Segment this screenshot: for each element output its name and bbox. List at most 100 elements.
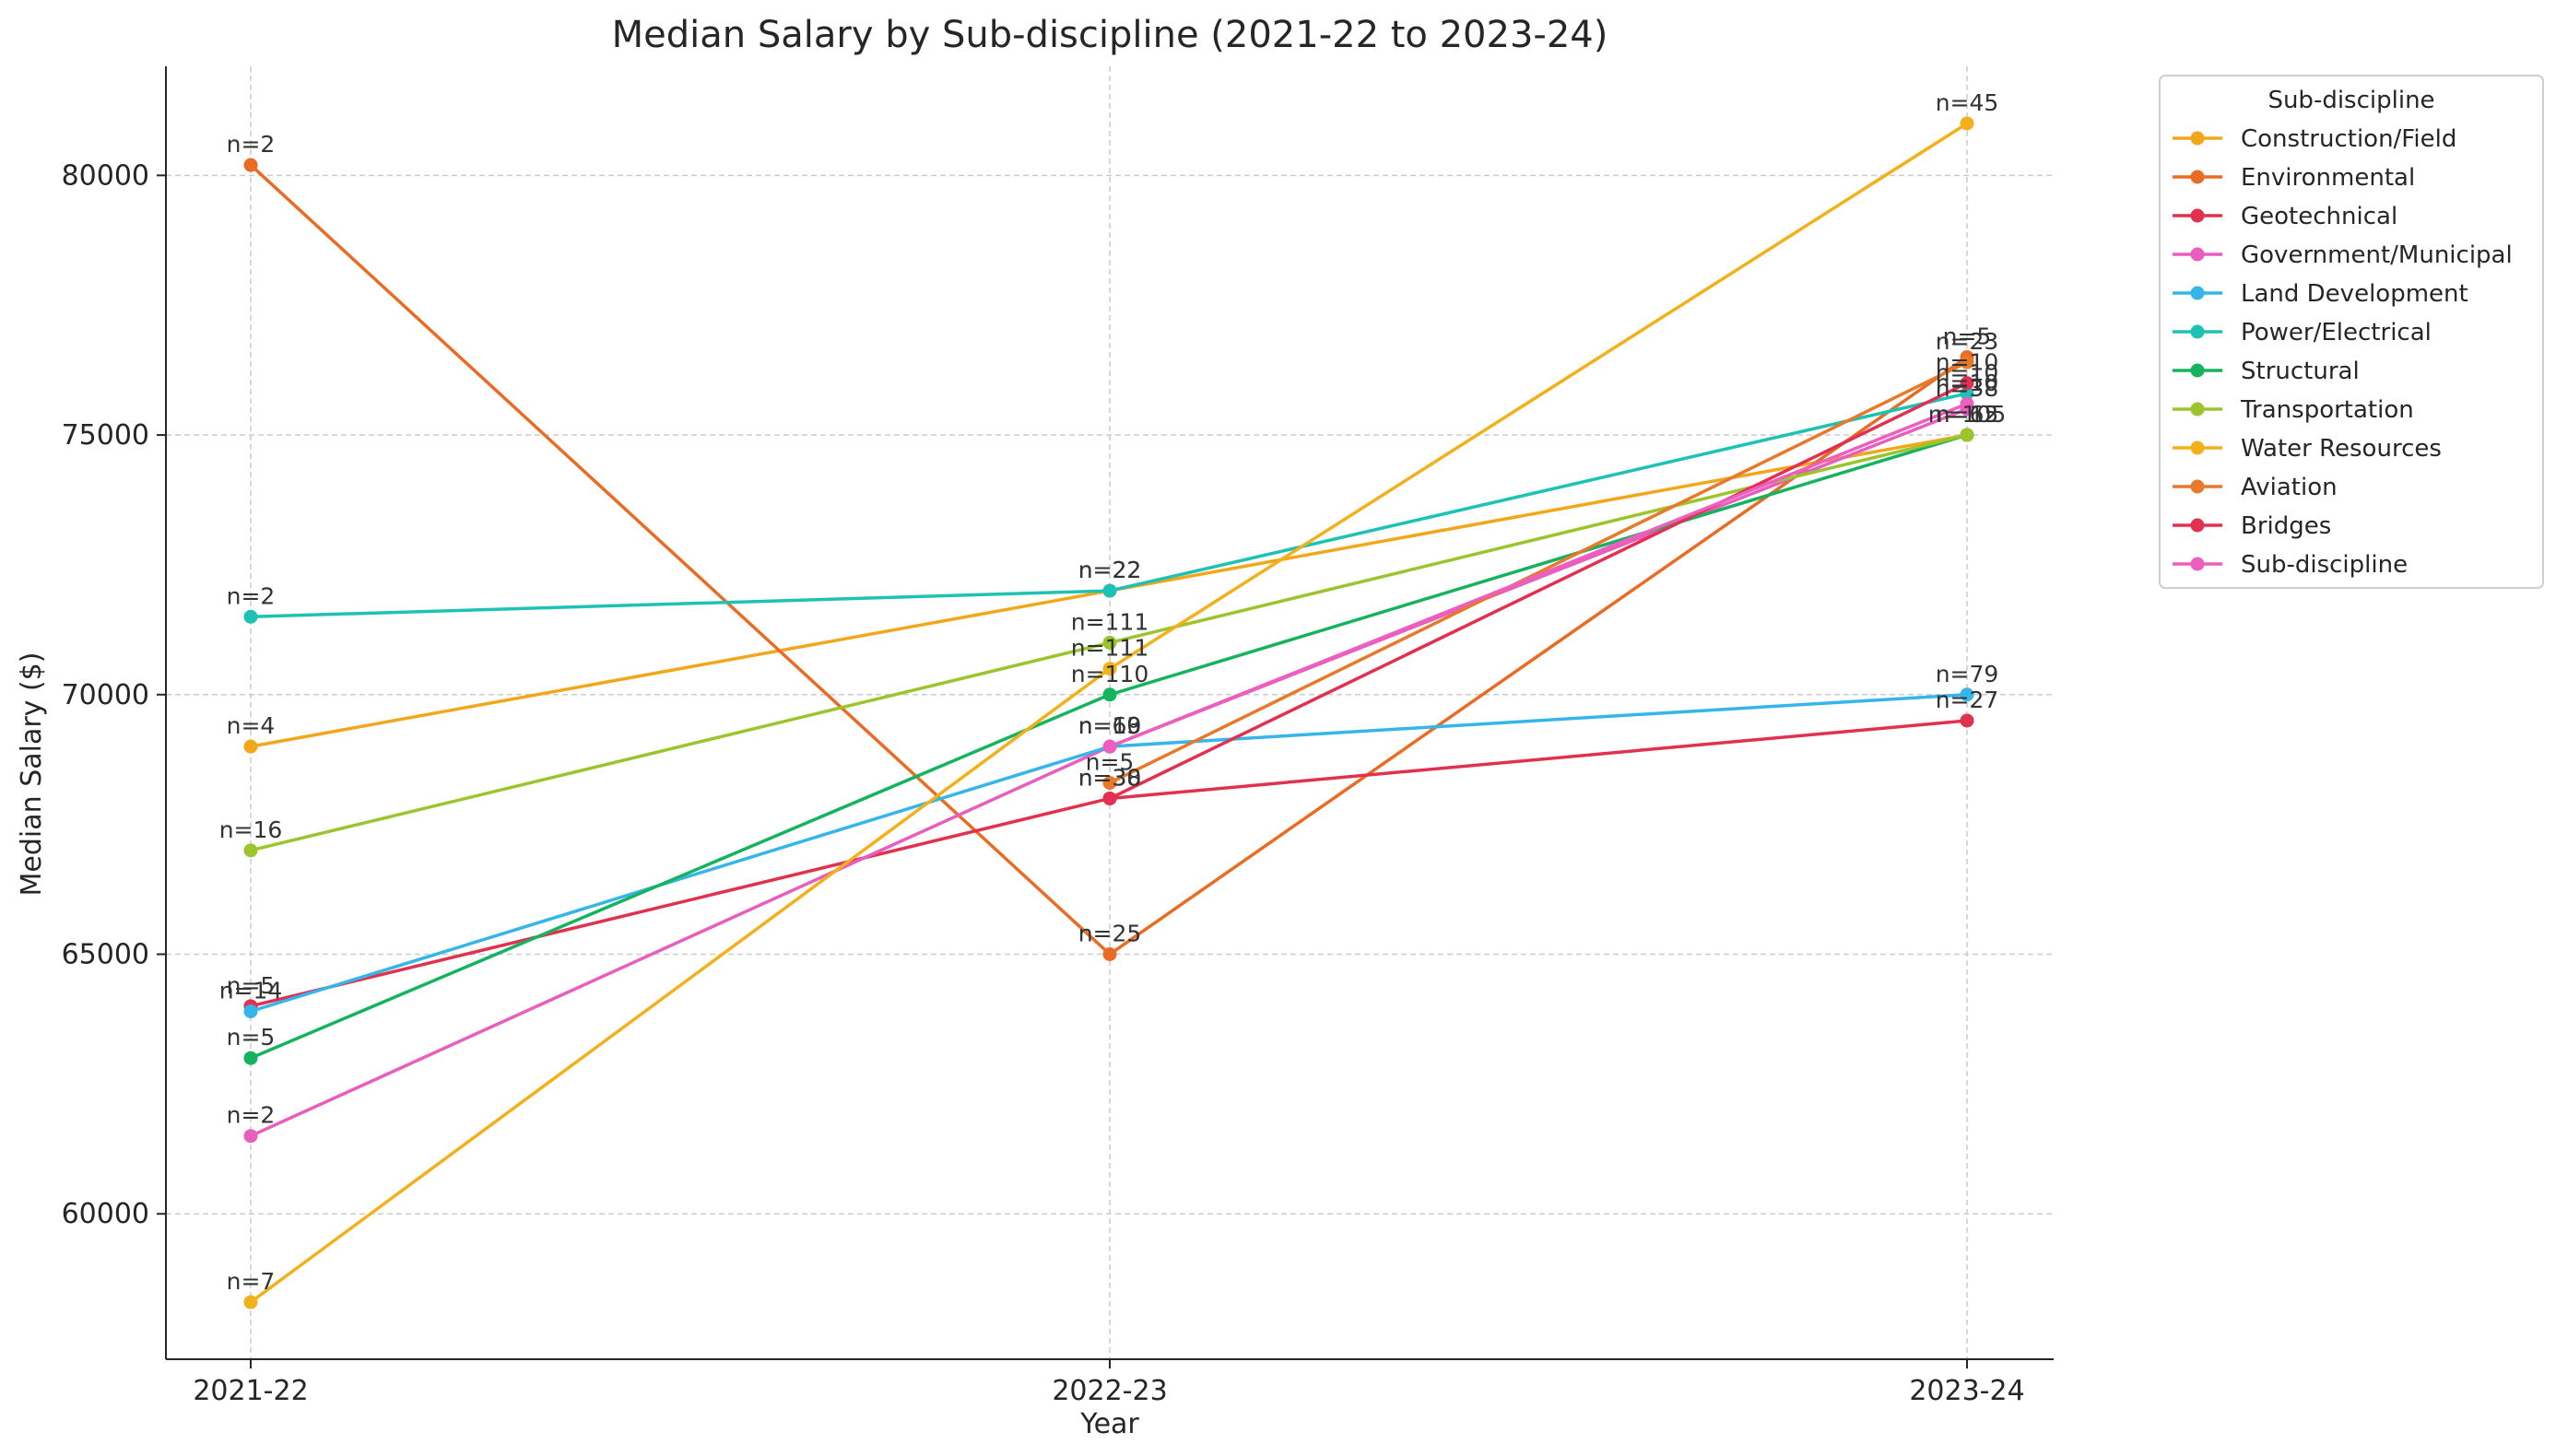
series-line [1109,382,1968,801]
data-label: n=38 [1078,764,1142,791]
data-label: n=111 [1071,608,1149,635]
data-label: n=14 [219,977,283,1004]
data-point [243,1004,258,1018]
legend-marker [2190,402,2205,417]
data-label: n=10 [1078,712,1142,739]
x-tick-label: 2022-23 [1052,1375,1167,1407]
data-label: n=5 [1943,323,1992,350]
legend-label: Environmental [2241,164,2415,192]
legend-marker [2190,247,2205,262]
data-point [243,1051,258,1065]
data-point [1102,739,1117,754]
data-point [1102,947,1117,962]
data-label: n=10 [1936,349,1999,376]
data-label: n=27 [1936,687,1999,713]
data-label: n=22 [1078,557,1142,583]
data-label: n=22 [1078,557,1142,583]
legend-marker [2190,363,2205,378]
data-point [243,1129,258,1144]
data-point [1102,583,1117,598]
legend-label: Transportation [2240,396,2414,424]
data-point [243,1295,258,1309]
y-tick-label: 65000 [62,939,149,971]
x-tick-label: 2021-22 [193,1375,308,1407]
axes: 60000 65000 70000 75000 80000 2021-22 2022-23 2… [62,66,2054,1407]
data-label: n=13 [1078,712,1142,739]
data-label: n=62 [1936,401,1999,428]
data-label: n=38 [1936,375,1999,402]
legend-label: Government/Municipal [2241,241,2513,269]
data-label: n=10 [1936,370,1999,396]
data-point [1960,687,1974,702]
legend-marker [2190,131,2205,146]
legend-label: Power/Electrical [2241,319,2432,346]
data-label: n=30 [1078,764,1142,791]
data-label: n=23 [1936,328,1999,355]
data-point [1102,776,1117,791]
legend-marker [2190,518,2205,533]
legend-marker [2190,479,2205,494]
legend-items: Construction/Field Environmental Geotechni… [2173,125,2513,579]
data-point [243,843,258,858]
data-point [243,158,258,172]
legend-label: Sub-discipline [2241,551,2408,579]
y-tick-label: 60000 [62,1198,149,1230]
data-label: n=2 [227,582,276,609]
series-layer [243,116,1974,1309]
data-label: n=4 [227,712,276,739]
data-point [1960,355,1974,370]
data-label: n=69 [1078,712,1142,739]
data-label: n=45 [1936,89,1999,116]
data-label: n=110 [1071,661,1149,687]
data-point [1102,687,1117,702]
data-point [243,739,258,754]
y-tick-label: 70000 [62,679,149,711]
y-tick-label: 80000 [62,159,149,192]
data-label: n=7 [227,1268,276,1295]
data-label: n=79 [1936,661,1999,687]
legend-label: Structural [2241,358,2360,385]
legend: Sub-discipline Construction/Field Environ… [2159,75,2544,589]
y-axis-label: Median Salary ($) [16,652,48,897]
data-label: n=105 [1928,401,2007,428]
data-label: n=16 [219,816,283,843]
legend-frame [2159,75,2544,589]
data-point [243,609,258,624]
legend-marker [2190,170,2205,184]
data-label: n=2 [227,131,276,158]
legend-title: Sub-discipline [2267,87,2434,114]
y-tick-label: 75000 [62,419,149,452]
data-label: n=10 [1936,359,1999,386]
data-point [1960,386,1974,401]
data-point [1102,662,1117,676]
x-tick-label: 2023-24 [1909,1375,2024,1407]
legend-marker [2190,208,2205,223]
data-label: n=2 [227,1102,276,1129]
data-point [1960,396,1974,411]
legend-label: Aviation [2241,474,2338,501]
x-axis-label: Year [1079,1408,1139,1440]
data-label: n=111 [1071,635,1149,662]
legend-label: Geotechnical [2241,203,2397,230]
series-line [1109,402,1968,748]
legend-marker [2190,557,2205,571]
data-point [1960,713,1974,728]
legend-marker [2190,286,2205,300]
series-line [1109,360,1968,785]
data-point [1102,635,1117,650]
legend-label: Construction/Field [2241,125,2456,153]
legend-label: Water Resources [2241,435,2442,463]
data-point [1960,428,1974,442]
data-label: n=25 [1078,921,1142,947]
data-label: n=15 [1936,401,1999,428]
data-point [1960,116,1974,131]
data-label: n=5 [1086,749,1135,776]
legend-marker [2190,440,2205,455]
annotation-layer: n=4n=22n=15n=2n=25n=5n=5n=38n=27n=2n=13n… [219,89,2007,1295]
legend-label: Land Development [2241,280,2468,308]
legend-label: Bridges [2241,512,2331,540]
legend-marker [2190,324,2205,339]
chart-title: Median Salary by Sub-discipline (2021-22… [612,14,1608,56]
data-label: n=5 [227,1024,276,1051]
